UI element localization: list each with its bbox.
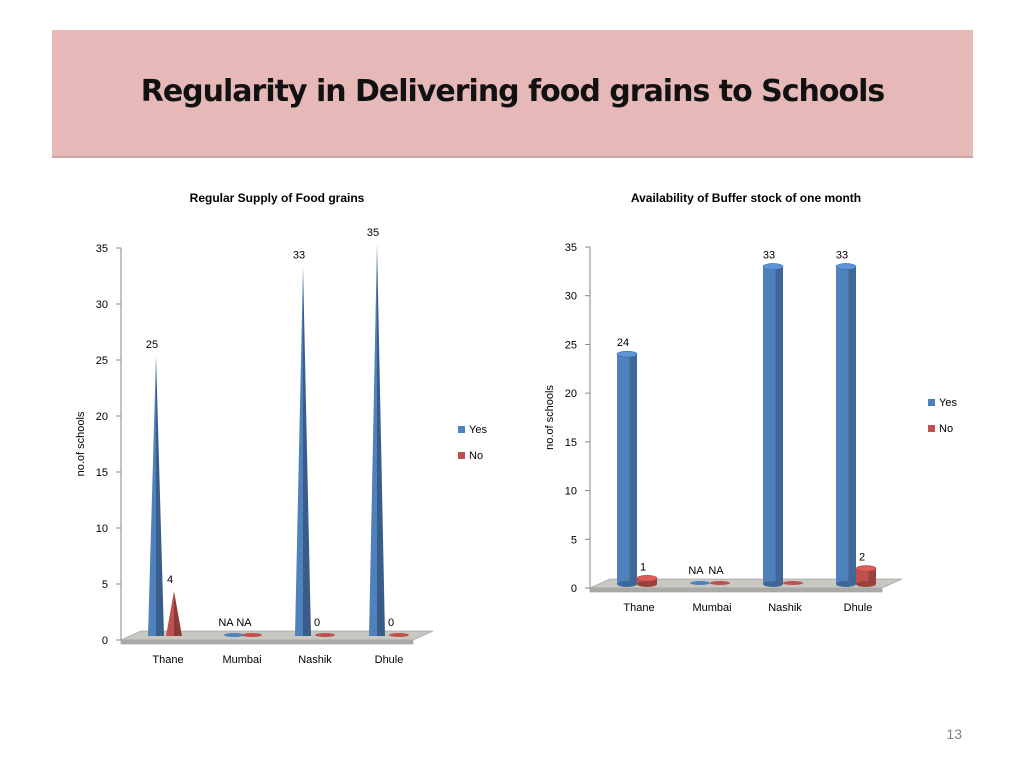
y-tick-label: 30 [565,291,577,303]
legend-swatch [458,452,465,459]
y-axis-label: no.of schools [544,385,556,450]
page-number: 13 [946,726,962,742]
chart-floor-edge [589,587,883,593]
legend-label: Yes [939,397,957,409]
y-tick-label: 30 [96,299,108,311]
data-label: NA [688,565,704,577]
x-tick-label: Mumbai [692,602,731,614]
cone-bar-front [148,356,156,636]
cylinder-bar-top [636,574,658,582]
title-banner: Regularity in Delivering food grains to … [52,30,973,158]
chart-title: Availability of Buffer stock of one mont… [631,191,861,205]
data-label: 2 [859,552,865,564]
flat-bar-marker [242,633,262,637]
flat-bar-marker [315,633,335,637]
legend-label: No [469,450,483,462]
y-tick-label: 15 [565,437,577,449]
flat-bar-marker [783,581,803,585]
cylinder-bar-top [762,263,784,270]
x-tick-label: Dhule [844,602,873,614]
flat-bar-marker [690,581,710,585]
y-axis-label: no.of schools [75,411,87,476]
legend-swatch [458,426,465,433]
cylinder-bar-base [637,581,657,587]
data-label: NA [218,617,234,629]
y-tick-label: 0 [571,583,577,595]
data-label: NA [708,565,724,577]
flat-bar-marker [224,633,244,637]
x-tick-label: Thane [152,654,183,666]
data-label: 33 [836,249,848,261]
cylinder-bar-top [616,350,638,358]
y-tick-label: 10 [565,486,577,498]
data-label: 33 [293,249,305,261]
y-tick-label: 0 [102,635,108,647]
cone-bar-front [369,244,377,636]
cylinder-bar-base [763,581,783,587]
y-tick-label: 35 [565,242,577,254]
data-label: 24 [617,337,629,349]
cone-bar-side [174,591,182,636]
data-label: 1 [640,561,646,573]
data-label: 0 [388,617,394,629]
legend-swatch [928,425,935,432]
flat-bar-marker [710,581,730,585]
y-tick-label: 25 [96,355,108,367]
cylinder-bar-base [856,581,876,587]
data-label: NA [236,617,252,629]
x-tick-label: Dhule [375,654,404,666]
x-tick-label: Thane [623,602,654,614]
y-tick-label: 10 [96,523,108,535]
cylinder-bar-shade [649,578,657,584]
cone-bar-side [156,356,164,636]
slide-title: Regularity in Delivering food grains to … [140,74,886,109]
y-tick-label: 25 [565,339,577,351]
cylinder-bar-base [836,581,856,587]
y-tick-label: 15 [96,467,108,479]
x-tick-label: Mumbai [222,654,261,666]
cone-bar-front [295,266,303,636]
y-tick-label: 5 [102,579,108,591]
y-tick-label: 20 [96,411,108,423]
cylinder-bar-shade [629,354,637,584]
legend-swatch [928,399,935,406]
cylinder-bar-shade [775,266,783,584]
cylinder-bar-shade [868,568,876,584]
cylinder-bar-base [617,581,637,587]
legend-label: Yes [469,424,487,436]
y-tick-label: 35 [96,243,108,255]
data-label: 35 [367,227,379,239]
legend-label: No [939,423,953,435]
cylinder-bar-top [855,565,877,572]
cone-bar-side [303,266,311,636]
data-label: 0 [314,617,320,629]
cone-bar-side [377,244,385,636]
y-tick-label: 5 [571,534,577,546]
chart-title: Regular Supply of Food grains [190,191,365,205]
cylinder-bar-shade [848,266,856,584]
flat-bar-marker [389,633,409,637]
data-label: 25 [146,339,158,351]
cylinder-bar-top [835,263,857,270]
data-label: 33 [763,249,775,261]
x-tick-label: Nashik [298,654,332,666]
chart-floor-edge [120,639,414,645]
x-tick-label: Nashik [768,602,802,614]
data-label: 4 [167,574,173,586]
y-tick-label: 20 [565,388,577,400]
cone-bar-front [166,591,174,636]
